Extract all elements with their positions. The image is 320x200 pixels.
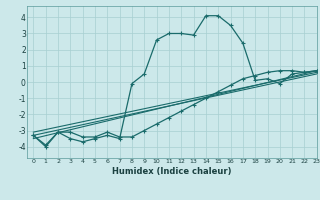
X-axis label: Humidex (Indice chaleur): Humidex (Indice chaleur) [112,167,232,176]
